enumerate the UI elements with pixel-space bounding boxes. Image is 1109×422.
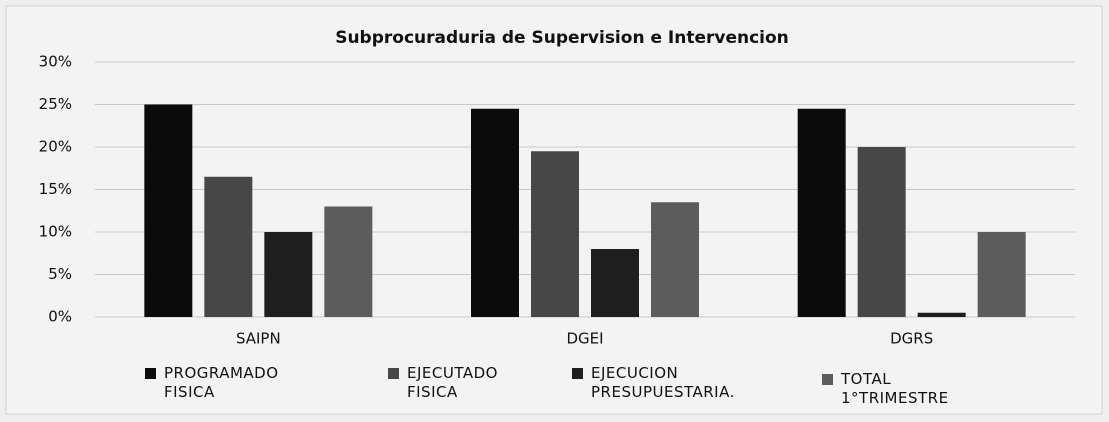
bar xyxy=(651,202,699,317)
bar xyxy=(797,108,846,317)
y-tick-label: 10% xyxy=(39,223,72,241)
bar xyxy=(204,176,253,317)
chart-title: Subprocuraduria de Supervision e Interve… xyxy=(335,28,789,48)
y-tick-label: 25% xyxy=(39,95,72,113)
legend-label: TOTAL 1°TRIMESTRE xyxy=(841,370,949,407)
y-tick-label: 5% xyxy=(48,265,72,283)
x-tick-label: DGRS xyxy=(890,330,933,348)
legend-item: EJECUCION PRESUPUESTARIA. xyxy=(572,364,801,402)
legend-swatch xyxy=(572,368,583,379)
bar xyxy=(144,104,193,317)
legend-swatch xyxy=(145,368,156,379)
bar xyxy=(264,232,313,317)
legend-label: PROGRAMADO FISICA xyxy=(164,364,279,401)
x-tick-label: SAIPN xyxy=(236,330,281,348)
legend-item: EJECUTADO FISICA xyxy=(388,364,547,402)
y-tick-label: 15% xyxy=(39,180,72,198)
y-tick-label: 0% xyxy=(48,308,72,326)
bar xyxy=(591,249,639,317)
y-tick-label: 20% xyxy=(39,138,72,156)
bar xyxy=(917,312,966,317)
legend-label: EJECUCION PRESUPUESTARIA. xyxy=(591,364,735,401)
legend-label: EJECUTADO FISICA xyxy=(407,364,498,401)
bar xyxy=(857,147,906,317)
x-tick-label: DGEI xyxy=(566,330,603,348)
legend-swatch xyxy=(822,374,833,385)
bar xyxy=(324,206,373,317)
bar xyxy=(531,151,579,317)
y-tick-label: 30% xyxy=(39,53,72,71)
legend-item: PROGRAMADO FISICA xyxy=(145,364,304,402)
legend-item: TOTAL 1°TRIMESTRE xyxy=(822,370,981,408)
legend-swatch xyxy=(388,368,399,379)
bar xyxy=(471,108,519,317)
bar xyxy=(977,232,1026,317)
